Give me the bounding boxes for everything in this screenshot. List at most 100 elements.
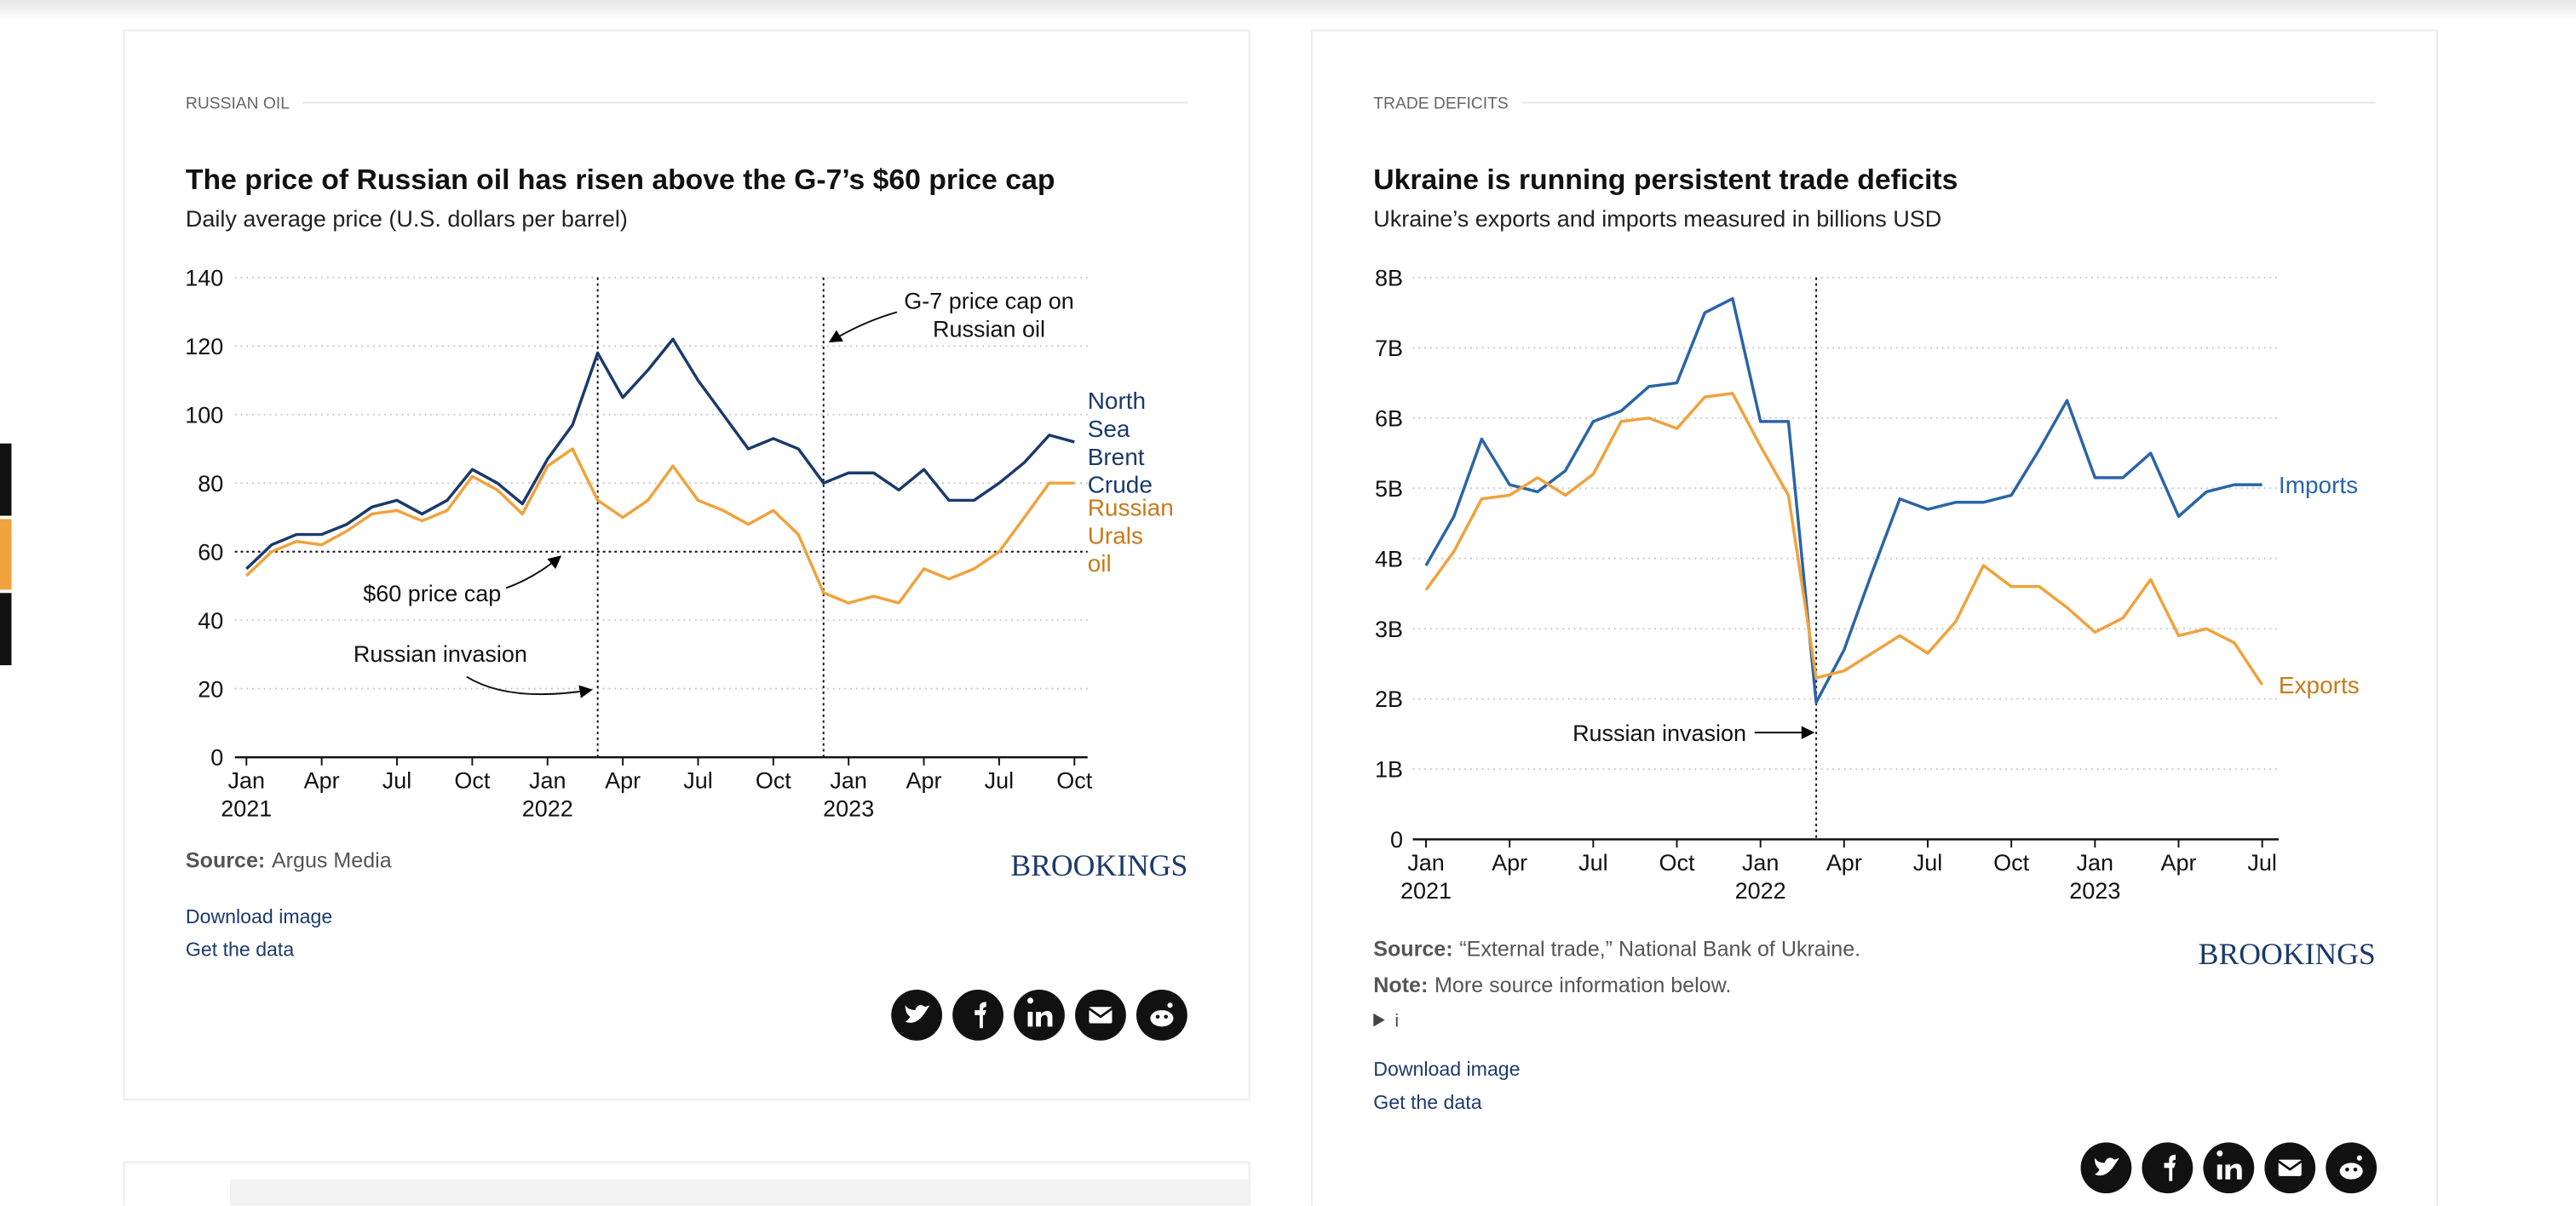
x-tick-label: Jul	[2247, 850, 2277, 876]
y-tick-label: 100	[185, 402, 223, 428]
x-tick-label: Apr	[1492, 850, 1527, 876]
card	[123, 29, 1251, 1101]
x-tick-label: Jul	[683, 768, 712, 794]
note-label: Note:	[1373, 973, 1428, 997]
share-icon	[2217, 1150, 2242, 1180]
legend-label-box: Russian Urals oil	[1087, 496, 1174, 578]
chart-title: The price of Russian oil has risen above…	[186, 164, 1055, 196]
side-tab[interactable]	[0, 593, 12, 666]
annotation-box: G-7 price cap on Russian oil	[904, 287, 1074, 342]
brand: BROOKINGS	[2199, 937, 2376, 971]
share-icon	[2278, 1159, 2302, 1176]
link[interactable]: Download image	[1373, 1058, 1520, 1080]
y-tick-label: 1B	[1375, 757, 1403, 783]
share-icon	[1155, 1014, 1160, 1019]
x-tick-label: Jul	[1578, 850, 1608, 876]
x-tick-label: Jan	[228, 768, 266, 794]
annotation: Russian invasion	[1573, 721, 1746, 746]
y-tick-label: 20	[198, 676, 223, 702]
x-tick-year: 2021	[221, 795, 272, 821]
legend-label: Russian Urals oil	[1087, 496, 1174, 578]
card-shadow	[229, 1179, 1249, 1206]
x-tick-label: Apr	[2160, 850, 2196, 876]
info-toggle[interactable]: i	[1394, 1011, 1399, 1031]
x-tick-label: Oct	[1056, 768, 1092, 794]
x-tick-label: Oct	[1659, 850, 1695, 876]
share-icon	[2277, 1160, 2303, 1171]
share-icon	[1150, 1010, 1174, 1027]
share-icon	[975, 1002, 986, 1029]
x-tick-year: 2021	[1400, 878, 1452, 904]
share-icon	[1089, 1007, 1113, 1024]
share-icon	[1027, 997, 1053, 1027]
source: Source: “External trade,” National Bank o…	[1373, 937, 1860, 961]
x-tick-year: 2023	[2069, 878, 2120, 904]
source-text: Argus Media	[272, 848, 392, 872]
x-tick-label: Apr	[1826, 850, 1862, 876]
x-tick-label: Jan	[830, 768, 867, 794]
section-label: RUSSIAN OIL	[186, 95, 290, 112]
y-tick-label: 60	[198, 539, 223, 565]
annotation-arrow	[505, 555, 562, 589]
y-tick-label: 3B	[1375, 617, 1403, 642]
y-tick-label: 0	[1390, 827, 1403, 853]
x-tick-label: Jan	[2077, 850, 2114, 876]
chart-subtitle: Daily average price (U.S. dollars per ba…	[186, 206, 628, 232]
x-tick-label: Jan	[529, 768, 566, 794]
chart-title: Ukraine is running persistent trade defi…	[1373, 164, 1958, 196]
x-tick-label: Oct	[1993, 850, 2029, 876]
share-icon	[2353, 1167, 2358, 1172]
annotation: $60 price cap	[363, 581, 501, 606]
y-tick-label: 0	[210, 745, 223, 771]
share-icon	[2164, 1154, 2176, 1181]
x-tick-label: Jul	[1913, 850, 1943, 876]
disclosure-triangle[interactable]	[1373, 1013, 1385, 1027]
x-tick-year: 2022	[1735, 878, 1786, 904]
x-tick-year: 2023	[823, 795, 874, 821]
share-icon	[1164, 1014, 1169, 1019]
x-tick-label: Jul	[985, 768, 1015, 794]
x-tick-label: Jan	[1742, 850, 1780, 876]
legend-label: Exports	[2279, 672, 2360, 698]
side-tab[interactable]	[0, 519, 12, 590]
legend-label-box: North Sea Brent Crude	[1087, 389, 1153, 500]
link[interactable]: Get the data	[1373, 1091, 1481, 1113]
note: Note: More source information below.	[1373, 973, 1731, 997]
source: Source: Argus Media	[186, 848, 392, 872]
annotation-arrow	[466, 675, 593, 698]
card	[1310, 29, 2438, 1206]
source-label: Source:	[186, 848, 265, 872]
series-line	[1424, 392, 2264, 686]
share-icon	[905, 1005, 930, 1023]
link[interactable]: Download image	[186, 905, 332, 927]
share-icon	[2356, 1155, 2362, 1161]
series-line	[1424, 296, 2263, 704]
y-tick-label: 7B	[1375, 336, 1403, 361]
share-icon	[1167, 1002, 1173, 1008]
share-icon	[2094, 1157, 2119, 1176]
x-tick-year: 2022	[522, 795, 573, 821]
chart-subtitle: Ukraine’s exports and imports measured i…	[1373, 206, 1941, 232]
y-tick-label: 8B	[1375, 266, 1403, 291]
annotation-arrow	[828, 311, 898, 343]
legend-label: North Sea Brent Crude	[1087, 389, 1153, 500]
brand: BROOKINGS	[1010, 848, 1187, 882]
note-text: More source information below.	[1435, 973, 1731, 997]
y-tick-label: 80	[198, 471, 223, 497]
x-tick-label: Oct	[454, 768, 490, 794]
x-tick-label: Jul	[382, 768, 412, 794]
x-tick-label: Apr	[605, 768, 641, 794]
share-icon	[1088, 1008, 1113, 1019]
side-tab[interactable]	[0, 443, 12, 516]
link[interactable]: Get the data	[186, 938, 294, 960]
y-tick-label: 5B	[1375, 476, 1403, 502]
legend-label: Imports	[2279, 472, 2358, 498]
share-icon	[2339, 1163, 2363, 1180]
source-text: “External trade,” National Bank of Ukrai…	[1459, 937, 1860, 961]
x-tick-label: Apr	[304, 768, 340, 794]
y-tick-label: 40	[198, 608, 223, 634]
y-tick-label: 140	[185, 266, 223, 291]
y-tick-label: 120	[185, 334, 223, 359]
